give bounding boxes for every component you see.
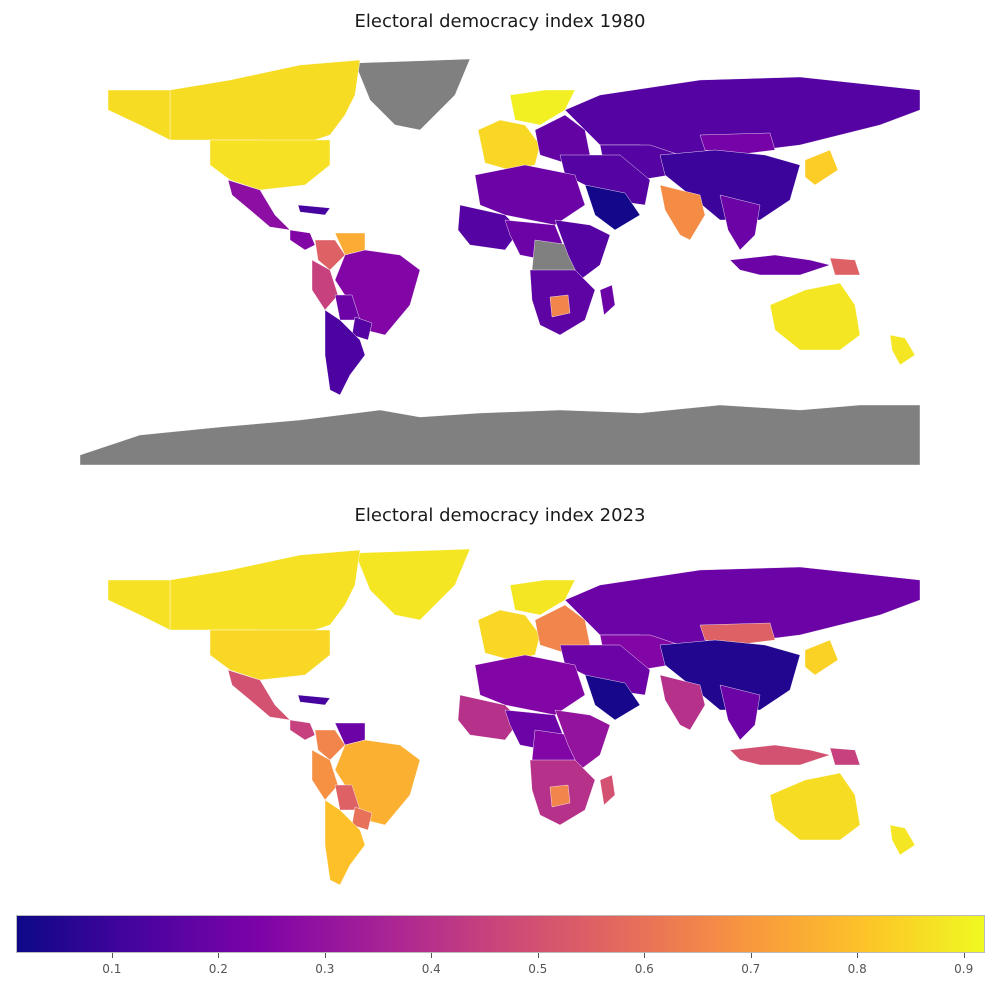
colorbar-tick [218,953,220,958]
map-2023-region-india [659,674,706,731]
map-2023-region-western-europe [477,609,541,661]
colorbar-tick-label: 0.5 [528,962,548,976]
map-2023-region-argentina-chile [324,799,366,886]
map-1980-region-indonesia [729,254,831,276]
colorbar-tick [324,953,326,958]
map-2023-region-greenland [354,548,471,621]
colorbar-tick-label: 0.7 [741,962,761,976]
map-1980-region-paraguay [351,316,373,341]
map-1980-region-west-africa [457,204,521,251]
map-2023-region-colombia [314,729,346,761]
map-2023-region-united-states [209,629,331,681]
map-1980-region-central-america [289,229,316,251]
map-1980-region-madagascar [599,284,616,316]
map-1980-region-india [659,184,706,241]
map-2023-region-alaska [107,579,171,631]
map-1980-region-greenland [354,58,471,131]
map-2023-region-canada [169,549,361,636]
map-1980-region-japan [804,149,839,186]
map-2023-region-china [659,639,801,711]
map-2023-region-southeast-asia [719,684,761,741]
map-1980-region-mongolia [699,132,776,156]
colorbar-tick [111,953,113,958]
colorbar-tick [963,953,965,958]
map-2023-region-papua-new-guinea [829,747,861,766]
map-2023-region-cuba [297,694,331,706]
map-1980-region-papua-new-guinea [829,257,861,276]
map-1980-region-western-europe [477,119,541,171]
map-2023-region-peru [311,749,339,801]
map-1980-region-brazil [334,249,421,336]
map-1980-region-saudi-arabia [584,184,641,231]
colorbar-tick-label: 0.6 [634,962,654,976]
colorbar [16,915,985,953]
colorbar-tick [431,953,433,958]
map-2023-region-central-america [289,719,316,741]
map-2023-region-paraguay [351,806,373,831]
map-2023-region-botswana [549,784,571,808]
map-1980-region-cuba [297,204,331,216]
map-1980-region-antarctica [79,404,921,466]
map-1980-region-new-zealand [889,334,916,366]
map-2023-region-japan [804,639,839,676]
colorbar-tick [537,953,539,958]
map-1980-region-canada [169,59,361,146]
colorbar-tick [857,953,859,958]
colorbar-tick-label: 0.8 [847,962,867,976]
map-1980-region-east-africa [554,219,611,281]
map-2023-region-mexico [227,669,291,721]
map-1980-region-southeast-asia [719,194,761,251]
map-2023-region-mongolia [699,622,776,646]
map-2023-region-north-africa [474,654,586,716]
map-1980-region-australia [769,282,861,351]
map-2023-region-east-africa [554,709,611,771]
map-1980-region-botswana [549,294,571,318]
world-map-1980 [79,58,921,466]
colorbar-tick-label: 0.4 [421,962,441,976]
map-title-2023: Electoral democracy index 2023 [354,505,646,526]
map-2023-region-madagascar [599,774,616,806]
map-1980-region-china [659,149,801,221]
colorbar-tick-label: 0.9 [954,962,974,976]
map-1980-region-peru [311,259,339,311]
map-1980-region-alaska [107,89,171,141]
map-1980-region-colombia [314,239,346,271]
map-2023-region-saudi-arabia [584,674,641,721]
colorbar-tick-label: 0.2 [208,962,228,976]
map-title-1980: Electoral democracy index 1980 [354,11,646,32]
map-2023-region-new-zealand [889,824,916,856]
map-1980-region-argentina-chile [324,309,366,396]
map-2023-region-west-africa [457,694,521,741]
map-1980-region-united-states [209,139,331,191]
map-1980-region-mexico [227,179,291,231]
map-1980-region-north-africa [474,164,586,226]
colorbar-tick-label: 0.1 [102,962,122,976]
colorbar-tick-label: 0.3 [315,962,335,976]
map-2023-region-brazil [334,739,421,826]
world-map-2023 [107,548,921,895]
map-2023-region-australia [769,772,861,841]
map-2023-region-indonesia [729,744,831,766]
colorbar-tick [750,953,752,958]
colorbar-tick [644,953,646,958]
